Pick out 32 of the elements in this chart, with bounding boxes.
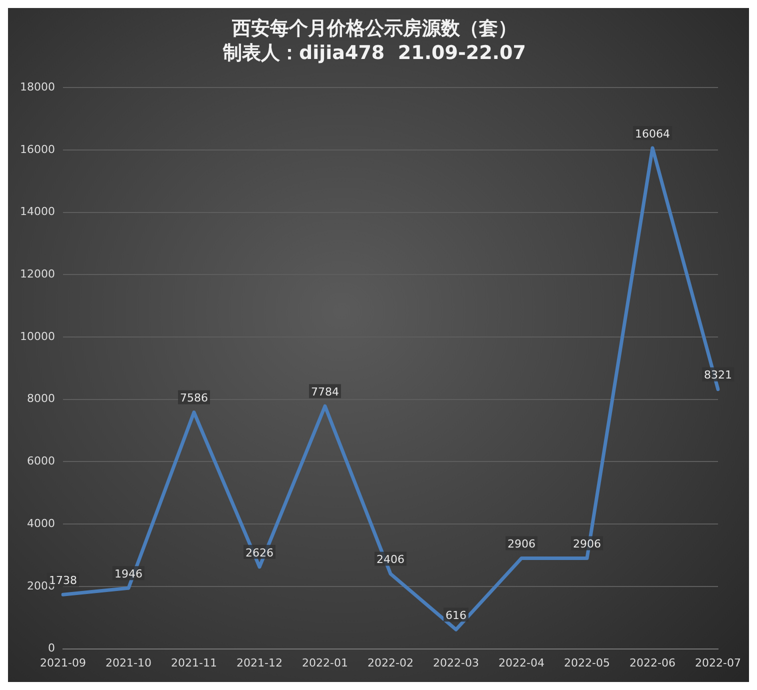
data-label: 2906 — [508, 538, 536, 551]
y-tick-label: 12000 — [20, 268, 55, 281]
x-tick-label: 2022-04 — [498, 656, 544, 670]
data-label: 2626 — [246, 546, 274, 560]
y-tick-label: 18000 — [20, 80, 55, 94]
chart-title: 西安每个月价格公示房源数（套） — [231, 17, 517, 40]
x-tick-label: 2022-01 — [302, 656, 348, 670]
data-label: 616 — [446, 608, 467, 622]
x-tick-label: 2022-05 — [564, 656, 610, 670]
y-tick-label: 6000 — [26, 454, 55, 468]
x-tick-label: 2021-12 — [236, 656, 282, 670]
chart-subtitle: 制表人：dijia478 21.09-22.07 — [222, 42, 526, 64]
data-label: 7586 — [180, 392, 208, 405]
data-label: 8321 — [704, 368, 732, 382]
y-tick-label: 16000 — [20, 142, 55, 156]
x-tick-label: 2021-11 — [171, 656, 217, 670]
data-label: 16064 — [635, 127, 670, 140]
data-label: 7784 — [311, 385, 340, 398]
x-tick-label: 2021-09 — [40, 656, 86, 670]
data-label: 1946 — [114, 567, 142, 580]
data-label: 2906 — [573, 538, 602, 551]
y-tick-label: 8000 — [26, 392, 55, 406]
x-tick-label: 2022-07 — [695, 656, 742, 670]
y-tick-label: 10000 — [20, 330, 55, 343]
data-label: 2406 — [376, 553, 405, 566]
x-tick-label: 2022-02 — [368, 656, 414, 670]
y-tick-label: 0 — [48, 642, 55, 655]
y-tick-label: 4000 — [26, 516, 55, 530]
x-tick-label: 2021-10 — [106, 656, 152, 670]
x-tick-label: 2022-06 — [630, 656, 676, 670]
x-tick-label: 2022-03 — [433, 656, 479, 670]
y-tick-label: 14000 — [20, 205, 55, 218]
